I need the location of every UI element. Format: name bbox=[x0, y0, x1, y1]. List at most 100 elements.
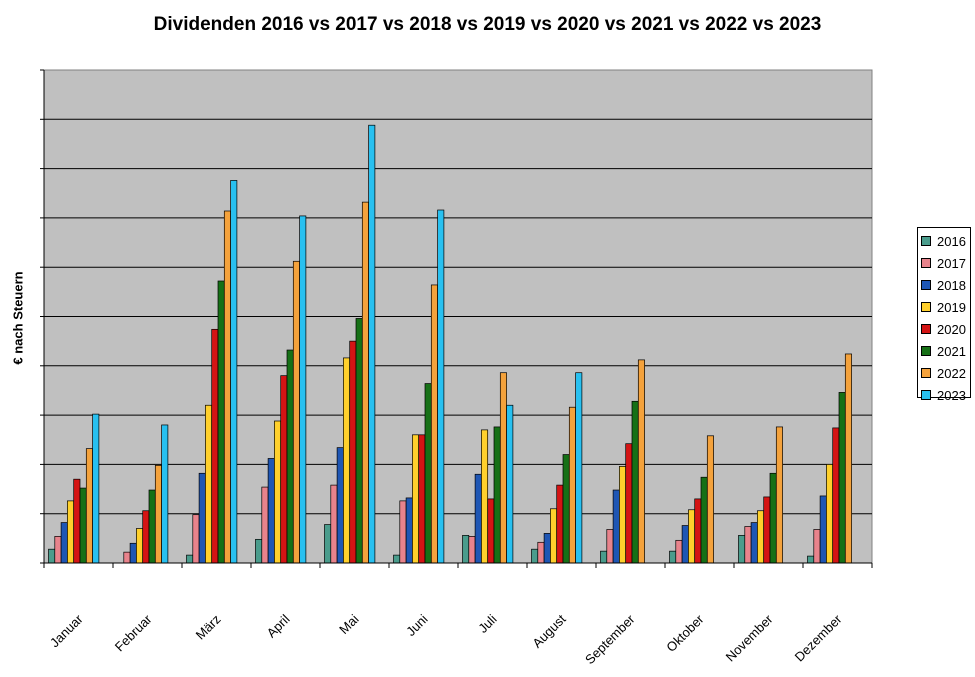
bar-2019-Mai bbox=[343, 357, 351, 564]
bar-2021-August bbox=[562, 454, 570, 564]
bar-2017-September bbox=[606, 529, 614, 564]
bar-2022-April bbox=[292, 260, 300, 564]
x-tick-label: Dezember bbox=[792, 611, 845, 664]
bar-2016-Juli bbox=[462, 535, 470, 564]
bar-2017-März bbox=[192, 514, 200, 564]
bar-2022-Juni bbox=[430, 284, 438, 564]
bar-2019-Dezember bbox=[826, 464, 834, 564]
bar-2016-April bbox=[255, 538, 263, 564]
bar-2017-August bbox=[537, 541, 545, 564]
bar-2016-August bbox=[531, 548, 539, 564]
x-tick-label: Mai bbox=[336, 611, 361, 636]
bar-2019-Februar bbox=[136, 528, 144, 564]
bar-2020-Oktober bbox=[694, 498, 702, 564]
bar-2017-Mai bbox=[330, 484, 338, 564]
legend-label: 2023 bbox=[937, 387, 966, 403]
legend-item: 2018 bbox=[921, 274, 970, 296]
x-tick-label: Oktober bbox=[663, 611, 707, 655]
bar-2021-September bbox=[631, 400, 639, 564]
bar-2021-Oktober bbox=[700, 476, 708, 564]
bar-2023-Februar bbox=[161, 424, 169, 564]
bar-2023-Januar bbox=[92, 413, 100, 564]
bar-2018-Mai bbox=[336, 447, 344, 564]
chart-legend: 2016 2017 2018 2019 2020 2021 2022 2023 bbox=[917, 227, 971, 403]
legend-label: 2022 bbox=[937, 365, 966, 381]
bar-2019-September bbox=[619, 466, 627, 564]
legend-swatch bbox=[921, 302, 931, 312]
bar-2020-April bbox=[280, 375, 288, 564]
bar-2019-März bbox=[205, 404, 213, 564]
bar-2022-August bbox=[568, 406, 576, 564]
bar-2020-März bbox=[211, 328, 219, 564]
bar-2016-Oktober bbox=[669, 550, 677, 564]
legend-item: 2017 bbox=[921, 252, 970, 274]
bar-2020-Juni bbox=[418, 434, 426, 564]
bar-2022-Oktober bbox=[706, 435, 714, 564]
legend-swatch bbox=[921, 280, 931, 290]
bar-2016-Januar bbox=[48, 548, 56, 564]
bar-2018-Juli bbox=[474, 473, 482, 564]
x-tick-label: April bbox=[264, 611, 293, 640]
bar-2021-Januar bbox=[79, 487, 87, 564]
bar-2023-Juni bbox=[437, 209, 445, 564]
legend-swatch bbox=[921, 324, 931, 334]
bar-2019-Juli bbox=[481, 429, 489, 564]
bar-2020-September bbox=[625, 443, 633, 564]
bar-2018-April bbox=[267, 458, 275, 564]
bar-2019-April bbox=[274, 420, 282, 564]
bar-2023-Juli bbox=[506, 404, 514, 564]
legend-swatch bbox=[921, 346, 931, 356]
legend-item: 2023 bbox=[921, 384, 970, 406]
x-tick-label: März bbox=[193, 612, 224, 643]
legend-label: 2020 bbox=[937, 321, 966, 337]
legend-label: 2017 bbox=[937, 255, 966, 271]
x-tick-label: August bbox=[529, 611, 568, 650]
bar-2018-September bbox=[612, 489, 620, 564]
legend-item: 2020 bbox=[921, 318, 970, 340]
x-tick-label: Januar bbox=[47, 611, 86, 650]
bar-2017-April bbox=[261, 486, 269, 564]
bar-2023-Mai bbox=[368, 124, 376, 564]
bar-2022-Juli bbox=[499, 372, 507, 564]
bar-2018-Juni bbox=[405, 497, 413, 564]
bar-2021-April bbox=[286, 349, 294, 564]
legend-label: 2016 bbox=[937, 233, 966, 249]
bar-2020-Dezember bbox=[832, 427, 840, 564]
bar-2020-Mai bbox=[349, 340, 357, 564]
bar-2017-Oktober bbox=[675, 539, 683, 564]
legend-swatch bbox=[921, 390, 931, 400]
bar-2022-März bbox=[223, 210, 231, 564]
bar-2017-Juli bbox=[468, 536, 476, 564]
bar-2023-April bbox=[299, 215, 307, 564]
bar-2021-Dezember bbox=[838, 392, 846, 564]
legend-swatch bbox=[921, 368, 931, 378]
bar-2022-Dezember bbox=[844, 353, 852, 564]
bar-2016-Mai bbox=[324, 524, 332, 564]
bar-2021-Juni bbox=[424, 383, 432, 564]
bar-2017-Februar bbox=[123, 551, 131, 564]
legend-label: 2021 bbox=[937, 343, 966, 359]
legend-label: 2018 bbox=[937, 277, 966, 293]
bar-2018-November bbox=[750, 522, 758, 564]
bar-2019-Juni bbox=[412, 434, 420, 564]
bar-2019-August bbox=[550, 508, 558, 564]
bar-2017-Januar bbox=[54, 536, 62, 564]
bar-2020-Februar bbox=[142, 510, 150, 564]
bar-2019-Oktober bbox=[688, 509, 696, 564]
x-tick-label: Juli bbox=[475, 611, 499, 635]
legend-item: 2016 bbox=[921, 230, 970, 252]
bar-2019-Januar bbox=[67, 500, 75, 564]
bar-2018-August bbox=[543, 533, 551, 564]
bar-2017-November bbox=[744, 526, 752, 564]
x-tick-label: Februar bbox=[112, 611, 155, 654]
chart-title: Dividenden 2016 vs 2017 vs 2018 vs 2019 … bbox=[153, 14, 822, 35]
bar-2021-März bbox=[217, 280, 225, 564]
bar-2022-Mai bbox=[361, 201, 369, 564]
x-tick-label: November bbox=[723, 611, 776, 664]
bar-2018-Dezember bbox=[819, 495, 827, 564]
bar-2022-September bbox=[637, 359, 645, 564]
legend-swatch bbox=[921, 236, 931, 246]
bar-2022-Februar bbox=[154, 465, 162, 564]
bar-2018-Januar bbox=[60, 522, 68, 564]
bar-2022-Januar bbox=[85, 448, 93, 564]
